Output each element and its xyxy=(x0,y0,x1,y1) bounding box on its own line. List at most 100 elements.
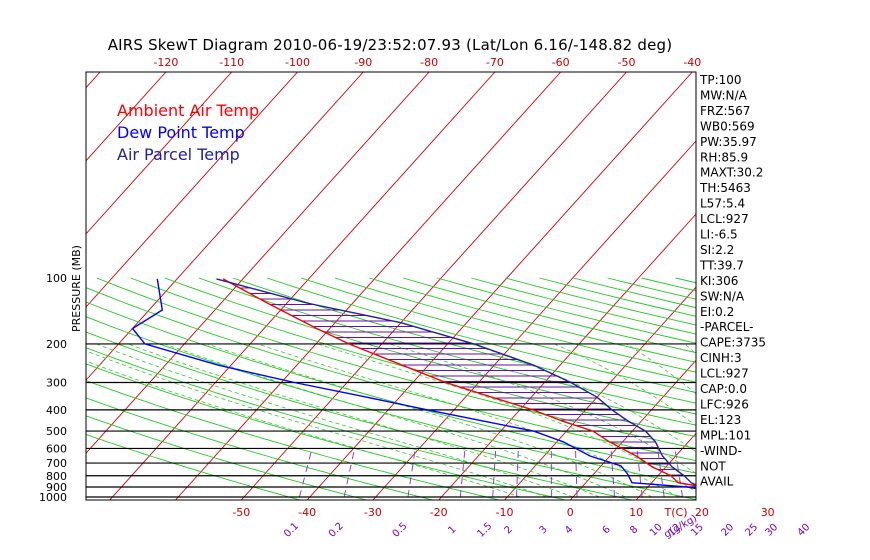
mixing-ratio-label: 0.2 xyxy=(327,521,346,540)
isotherm-line xyxy=(240,72,627,500)
mixing-ratio-line xyxy=(407,448,416,498)
dry-adiabat-line xyxy=(232,277,696,404)
bottom-temp-tick-label: -30 xyxy=(364,506,382,519)
isotherm-line xyxy=(109,72,496,500)
cape-hatching xyxy=(229,282,684,476)
dry-adiabat-line xyxy=(96,277,696,449)
pressure-tick-label: 300 xyxy=(46,376,67,389)
dry-adiabat-line xyxy=(86,316,696,487)
mixing-ratio-label: 20 xyxy=(720,522,737,539)
isotherm-line xyxy=(438,213,696,500)
pressure-tick-label: 800 xyxy=(46,470,67,483)
top-temp-tick-label: -40 xyxy=(683,56,701,69)
isotherm-line xyxy=(569,359,696,500)
index-value: LCL:927 xyxy=(700,212,749,226)
pressure-tick-label: 700 xyxy=(46,457,67,470)
index-value: AVAIL xyxy=(700,475,734,489)
dry-adiabat-line xyxy=(86,380,502,500)
dry-adiabat-line xyxy=(198,277,696,415)
mixing-ratio-line xyxy=(610,448,616,498)
pressure-tick-label: 500 xyxy=(46,425,67,438)
index-value: EI:0.2 xyxy=(700,305,734,319)
top-temp-tick-label: -90 xyxy=(354,56,372,69)
mixing-ratio-line xyxy=(747,448,759,497)
bottom-temp-tick-label: 20 xyxy=(695,506,709,519)
mixing-ratio-line xyxy=(796,448,811,497)
dry-adiabat-line xyxy=(86,287,696,462)
index-value: WB0:569 xyxy=(700,119,755,133)
pressure-tick-label: 400 xyxy=(46,404,67,417)
mixing-ratio-label: 0.1 xyxy=(282,521,301,540)
top-temp-tick-label: -50 xyxy=(618,56,636,69)
moist-adiabat-line xyxy=(257,343,679,498)
dry-adiabat-line xyxy=(334,277,696,373)
moist-adiabat-line xyxy=(86,350,547,498)
temp-unit-label: T(C) xyxy=(664,506,688,519)
pressure-tick-label: 100 xyxy=(46,272,67,285)
dry-adiabat-line xyxy=(778,278,870,502)
top-temp-tick-label: -80 xyxy=(420,56,438,69)
parcel-temp-line xyxy=(216,278,696,486)
bottom-temp-tick-label: -40 xyxy=(298,506,316,519)
index-value: TP:100 xyxy=(699,73,742,87)
index-value: PW:35.97 xyxy=(700,135,757,149)
index-value: -PARCEL- xyxy=(700,320,754,334)
index-value: LFC:926 xyxy=(700,397,749,411)
dry-adiabat-line xyxy=(266,277,696,394)
top-temp-tick-label: -100 xyxy=(285,56,310,69)
mixing-ratio-label: 1.5 xyxy=(475,521,494,540)
legend-entry: Air Parcel Temp xyxy=(117,145,240,164)
index-value: NOT xyxy=(700,459,726,473)
bottom-temp-tick-label: -10 xyxy=(496,506,514,519)
chart-title: AIRS SkewT Diagram 2010-06-19/23:52:07.9… xyxy=(107,36,673,54)
dry-adiabat-line xyxy=(130,277,696,438)
legend-entry: Ambient Air Temp xyxy=(117,101,259,120)
plot-frame xyxy=(85,71,697,501)
dry-adiabat-line xyxy=(812,278,870,502)
dry-adiabat-line xyxy=(164,277,696,426)
pressure-tick-label: 600 xyxy=(46,442,67,455)
isotherm-line xyxy=(86,72,233,235)
index-value: TT:39.7 xyxy=(699,258,744,272)
mixing-ratio-label: 0.5 xyxy=(391,521,410,540)
bottom-temp-tick-label: -20 xyxy=(430,506,448,519)
dry-adiabat-line xyxy=(300,277,696,383)
mixing-ratio-line xyxy=(575,448,578,498)
dewpoint-line xyxy=(131,278,696,490)
index-value: LCL:927 xyxy=(700,367,749,381)
bottom-temp-tick-label: 0 xyxy=(567,506,574,519)
index-value: EL:123 xyxy=(700,413,741,427)
index-value: CINH:3 xyxy=(700,351,742,365)
isotherm-line xyxy=(86,72,298,308)
dry-adiabat-line xyxy=(86,347,635,500)
isotherm-line xyxy=(86,72,167,162)
top-temp-tick-label: -70 xyxy=(486,56,504,69)
dry-adiabat-line xyxy=(86,301,696,474)
dry-adiabat-line xyxy=(744,278,870,502)
dry-adiabat-line xyxy=(86,331,696,500)
pressure-tick-label: 200 xyxy=(46,338,67,351)
y-axis-label: PRESSURE (MB) xyxy=(70,245,83,332)
mixing-ratio-label: 30 xyxy=(763,522,780,539)
index-value: MW:N/A xyxy=(700,88,748,102)
dry-adiabat-line xyxy=(86,397,435,500)
bottom-temp-tick-label: 30 xyxy=(761,506,775,519)
moist-adiabat-line xyxy=(554,343,696,427)
isotherm-line xyxy=(834,72,870,500)
top-temp-tick-label: -120 xyxy=(153,56,178,69)
mixing-ratio-line xyxy=(657,448,665,498)
mixing-ratio-line xyxy=(766,448,779,497)
isotherm-line xyxy=(175,72,562,500)
isotherm-line xyxy=(504,286,696,500)
pressure-tick-label: 1000 xyxy=(39,491,67,504)
bottom-temp-tick-label: -50 xyxy=(232,506,250,519)
index-value: FRZ:567 xyxy=(700,104,750,118)
index-value: KI:306 xyxy=(700,274,738,288)
legend: Ambient Air Temp Dew Point Temp Air Parcel… xyxy=(117,101,259,164)
mixing-ratio-label: 1 xyxy=(446,524,458,536)
dry-adiabat-line xyxy=(86,363,568,500)
bottom-temp-tick-label: 10 xyxy=(629,506,643,519)
mixing-ratio-line xyxy=(459,448,466,498)
moist-adiabat-line xyxy=(206,343,653,498)
